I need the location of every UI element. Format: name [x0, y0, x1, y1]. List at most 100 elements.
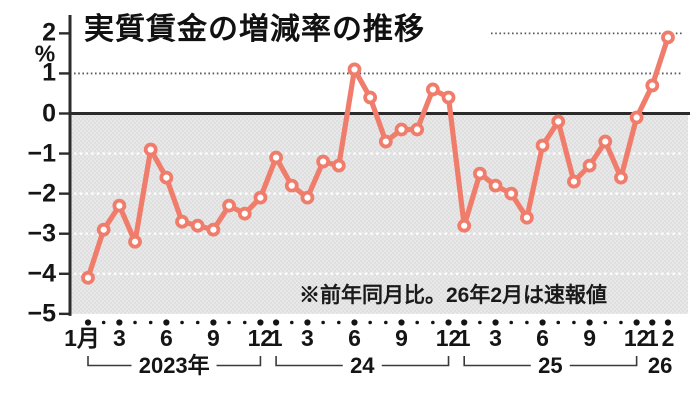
- y-axis-label: −1: [27, 139, 56, 168]
- footnote: ※前年同月比。26年2月は速報値: [299, 284, 608, 307]
- data-point: [253, 190, 268, 205]
- month-tick-dot: [133, 320, 137, 325]
- data-point: [645, 78, 660, 93]
- month-tick-dot: [492, 319, 499, 326]
- month-tick-dot: [431, 320, 435, 325]
- y-axis-label: 2: [42, 18, 56, 47]
- y-axis-unit: %: [34, 40, 56, 67]
- data-point: [175, 214, 189, 229]
- x-axis-label: 12: [623, 325, 650, 351]
- data-point: [535, 138, 550, 153]
- year-label: 25: [531, 355, 570, 377]
- data-point: [206, 222, 221, 237]
- month-tick-dot: [148, 320, 153, 325]
- month-tick-dot: [210, 319, 217, 326]
- data-point: [347, 62, 362, 77]
- month-tick-dot: [461, 319, 468, 326]
- y-axis-label: −4: [27, 259, 56, 288]
- month-tick-dot: [304, 319, 311, 326]
- month-tick-dot: [664, 319, 672, 326]
- data-point: [300, 190, 315, 205]
- data-point: [410, 122, 425, 137]
- month-tick-dot: [195, 320, 200, 325]
- month-tick-dot: [84, 319, 92, 326]
- data-point: [190, 218, 205, 233]
- month-tick-dot: [445, 319, 452, 326]
- data-point: [504, 186, 519, 201]
- month-tick-dot: [257, 319, 264, 326]
- month-tick-dot: [227, 320, 231, 325]
- chart-title: 実質賃金の増減率の推移: [84, 13, 425, 46]
- month-tick-dot: [572, 320, 576, 325]
- x-axis-label: 3: [301, 325, 314, 351]
- x-axis-label: 12: [247, 325, 274, 351]
- x-axis-label: 6: [348, 325, 361, 351]
- month-tick-dot: [586, 319, 593, 326]
- data-point: [520, 210, 534, 225]
- y-axis-label: 0: [42, 99, 56, 127]
- data-point: [222, 198, 236, 213]
- data-point: [269, 150, 284, 165]
- y-axis-label: 1: [42, 58, 56, 87]
- data-point: [598, 134, 613, 149]
- month-tick-dot: [289, 320, 294, 325]
- negative-region: [71, 115, 688, 314]
- x-axis-label: 1月: [64, 325, 100, 351]
- x-axis-label: 6: [536, 325, 549, 351]
- data-point: [363, 90, 378, 105]
- x-axis-label: 1: [457, 325, 471, 351]
- month-tick-dot: [649, 319, 656, 326]
- month-tick-dot: [273, 319, 280, 326]
- x-axis-label: 1: [269, 325, 283, 351]
- data-point: [425, 82, 440, 97]
- data-point: [661, 30, 675, 45]
- month-tick-dot: [603, 320, 608, 325]
- data-point: [81, 270, 95, 285]
- month-tick-dot: [478, 320, 482, 325]
- data-point: [394, 122, 409, 137]
- data-point: [331, 158, 346, 173]
- month-tick-dot: [337, 320, 341, 325]
- month-tick-dot: [398, 319, 405, 326]
- x-axis-label: 3: [489, 325, 502, 351]
- month-tick-dot: [415, 320, 419, 325]
- x-axis-label: 9: [583, 325, 596, 351]
- month-tick-dot: [242, 320, 247, 325]
- month-tick-dot: [321, 320, 325, 325]
- month-tick-dot: [384, 320, 388, 325]
- month-tick-dot: [525, 320, 529, 325]
- data-point: [457, 218, 472, 233]
- data-point: [441, 90, 456, 105]
- year-label: 24: [343, 355, 382, 377]
- data-point: [378, 134, 393, 149]
- data-point: [284, 178, 299, 193]
- month-tick-dot: [163, 319, 170, 326]
- data-point: [582, 158, 597, 173]
- year-label: 26: [647, 353, 673, 378]
- x-axis-label: 9: [206, 325, 220, 351]
- month-tick-dot: [368, 320, 372, 325]
- data-point: [472, 166, 487, 181]
- data-point: [112, 198, 127, 213]
- month-tick-dot: [351, 319, 358, 326]
- month-tick-dot: [556, 320, 561, 325]
- data-point: [614, 170, 628, 185]
- x-axis-label: 9: [395, 325, 408, 351]
- data-point: [567, 174, 581, 189]
- y-axis-label: −3: [27, 219, 56, 248]
- data-point: [237, 206, 252, 221]
- month-tick-dot: [539, 319, 546, 326]
- month-tick-dot: [180, 320, 184, 325]
- data-point: [128, 234, 142, 249]
- data-point: [143, 142, 158, 157]
- y-axis-label: −5: [27, 299, 56, 328]
- x-axis-label: 12: [435, 325, 462, 351]
- data-point: [488, 178, 503, 193]
- year-label: 2023年: [131, 355, 217, 377]
- month-tick-dot: [619, 320, 623, 325]
- data-point: [96, 222, 111, 237]
- data-point: [159, 170, 174, 185]
- data-point: [629, 110, 644, 125]
